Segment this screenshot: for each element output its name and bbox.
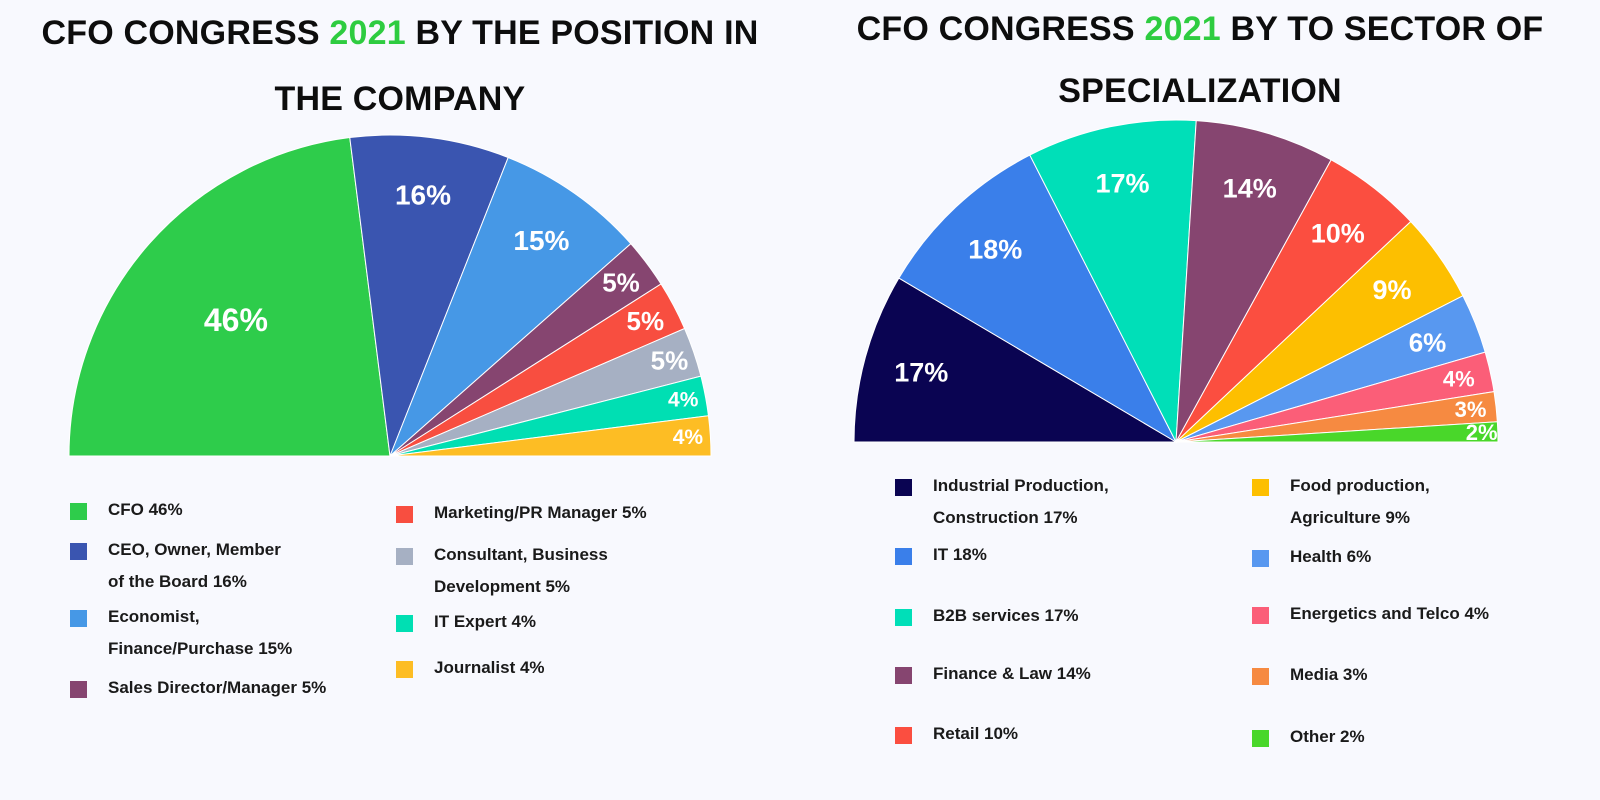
legend-item: IT Expert 4% <box>396 610 536 638</box>
legend-item: Energetics and Telco 4% <box>1252 602 1489 630</box>
legend-item: Finance & Law 14% <box>895 662 1091 690</box>
legend-label: Journalist 4% <box>434 658 545 677</box>
legend-swatch <box>895 609 912 626</box>
slice-percent-label: 17% <box>1095 168 1149 198</box>
legend-swatch <box>70 503 87 520</box>
legend-item: Health 6% <box>1252 545 1371 573</box>
legend-item: B2B services 17% <box>895 604 1079 632</box>
legend-label: Economist, Finance/Purchase 15% <box>108 607 293 658</box>
legend-label: CEO, Owner, Member of the Board 16% <box>108 540 281 591</box>
slice-percent-label: 4% <box>668 389 699 412</box>
slice-percent-label: 5% <box>602 268 640 298</box>
slice-percent-label: 2% <box>1466 420 1498 445</box>
legend-item: Consultant, Business Development 5% <box>396 543 608 603</box>
slice-percent-label: 15% <box>513 225 569 256</box>
legend-item: Retail 10% <box>895 722 1018 750</box>
legend-swatch <box>1252 550 1269 567</box>
legend-label: Media 3% <box>1290 665 1368 684</box>
slice-percent-label: 18% <box>968 235 1022 265</box>
pie-slice <box>68 136 391 457</box>
legend-swatch <box>396 615 413 632</box>
legend-swatch <box>1252 668 1269 685</box>
legend-swatch <box>895 667 912 684</box>
legend-label: Industrial Production, Construction 17% <box>933 476 1109 527</box>
legend-swatch <box>895 727 912 744</box>
legend-item: Media 3% <box>1252 663 1367 691</box>
title-year: 2021 <box>1144 10 1221 48</box>
legend-item: Economist, Finance/Purchase 15% <box>70 605 292 665</box>
pie-slice <box>389 415 712 457</box>
legend-label: Finance & Law 14% <box>933 664 1091 683</box>
title-year: 2021 <box>329 14 406 52</box>
legend-label: Sales Director/Manager 5% <box>108 678 327 697</box>
chart-title: CFO CONGRESS 2021 BY THE POSITION IN THE… <box>20 0 780 132</box>
legend-label: Retail 10% <box>933 724 1019 743</box>
legend-swatch <box>396 548 413 565</box>
position-chart: CFO CONGRESS 2021 BY THE POSITION IN THE… <box>20 0 780 704</box>
slice-percent-label: 16% <box>395 179 451 210</box>
legend-swatch <box>1252 607 1269 624</box>
legend-label: IT Expert 4% <box>434 612 537 631</box>
pie-slice <box>898 154 1178 444</box>
legend-label: Other 2% <box>1290 727 1365 746</box>
slice-percent-label: 10% <box>1311 218 1365 248</box>
legend-swatch <box>396 661 413 678</box>
legend-swatch <box>396 506 413 523</box>
chart-title: CFO CONGRESS 2021 BY TO SECTOR OF SPECIA… <box>840 0 1560 122</box>
slice-percent-label: 3% <box>1455 397 1487 422</box>
legend-label: IT 18% <box>933 545 987 564</box>
legend-item: Food production, Agriculture 9% <box>1252 474 1430 534</box>
pie-slice <box>1175 120 1332 443</box>
title-suffix: BY TO SECTOR OF SPECIALIZATION <box>1058 10 1544 110</box>
slice-percent-label: 46% <box>204 302 268 338</box>
legend-label: Food production, Agriculture 9% <box>1290 476 1430 527</box>
legend-item: Marketing/PR Manager 5% <box>396 501 647 529</box>
legend-label: B2B services 17% <box>933 606 1079 625</box>
legend-swatch <box>895 479 912 496</box>
sector-half-pie: 17% 18% 17% 14% 10%9% 6% 4% 3%2% <box>853 119 1499 445</box>
legend-swatch <box>1252 730 1269 747</box>
title-prefix: CFO CONGRESS <box>41 14 330 52</box>
pie-slice <box>349 134 509 457</box>
legend-label: Marketing/PR Manager 5% <box>434 503 647 522</box>
title-suffix: BY THE POSITION IN THE COMPANY <box>274 14 759 118</box>
legend-label: Consultant, Business Development 5% <box>434 545 608 596</box>
slice-percent-label: 4% <box>1443 366 1475 391</box>
legend-swatch <box>895 548 912 565</box>
pie-slice <box>389 156 632 457</box>
pie-slice <box>1175 421 1499 443</box>
legend-label: CFO 46% <box>108 500 183 519</box>
pie-slice <box>853 277 1178 443</box>
legend-label: Energetics and Telco 4% <box>1290 604 1490 623</box>
legend-item: Journalist 4% <box>396 656 545 684</box>
slice-percent-label: 5% <box>651 345 689 375</box>
slice-percent-label: 5% <box>627 306 665 336</box>
sector-chart: CFO CONGRESS 2021 BY TO SECTOR OF SPECIA… <box>800 0 1600 800</box>
legend-swatch <box>70 681 87 698</box>
slice-percent-label: 17% <box>894 357 948 387</box>
position-half-pie: 46% 16% 15% 5% 5% 5% 4% 4% <box>68 134 712 457</box>
slice-percent-label: 6% <box>1409 327 1447 357</box>
legend-item: Other 2% <box>1252 725 1365 753</box>
legend-item: Industrial Production, Construction 17% <box>895 474 1109 534</box>
pie-slice <box>1029 119 1197 444</box>
legend-swatch <box>1252 479 1269 496</box>
legend-item: CFO 46% <box>70 498 183 526</box>
legend-swatch <box>70 610 87 627</box>
legend-item: IT 18% <box>895 543 987 571</box>
legend-item: CEO, Owner, Member of the Board 16% <box>70 538 281 598</box>
legend-swatch <box>70 543 87 560</box>
legend-item: Sales Director/Manager 5% <box>70 676 326 704</box>
slice-percent-label: 9% <box>1372 275 1411 305</box>
title-prefix: CFO CONGRESS <box>856 10 1145 48</box>
slice-percent-label: 4% <box>673 426 704 449</box>
legend-label: Health 6% <box>1290 547 1372 566</box>
slice-percent-label: 14% <box>1223 173 1277 203</box>
